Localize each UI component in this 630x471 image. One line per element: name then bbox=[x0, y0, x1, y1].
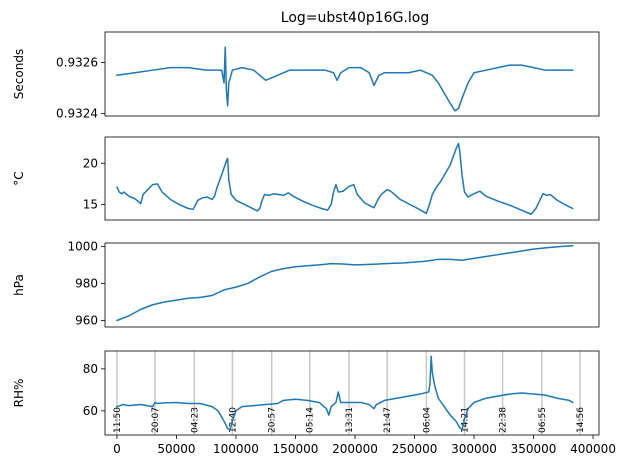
time-marker-label: 04:23 bbox=[190, 407, 200, 433]
axes-frame bbox=[104, 31, 600, 117]
x-tick-label: 200000 bbox=[332, 442, 378, 456]
y-tick-label: 15 bbox=[83, 197, 98, 211]
y-axis-label: °C bbox=[12, 171, 26, 185]
x-tick-label: 100000 bbox=[213, 442, 259, 456]
axes-frame bbox=[104, 350, 600, 436]
panel-temperature: 15 20 °C bbox=[12, 136, 600, 221]
x-tick-label: 150000 bbox=[273, 442, 319, 456]
axes-frame bbox=[104, 136, 600, 221]
x-tick-label: 250000 bbox=[392, 442, 438, 456]
time-marker-label: 14:21 bbox=[460, 407, 470, 433]
y-tick-label: 980 bbox=[75, 276, 98, 290]
panel-humidity: 11:50 20:07 04:23 12:40 20:57 05:14 13:31 21:47… bbox=[12, 350, 616, 456]
time-marker-label: 05:14 bbox=[306, 407, 316, 433]
x-tick-label: 50000 bbox=[157, 442, 195, 456]
y-axis-label: RH% bbox=[12, 379, 26, 408]
time-marker-label: 20:57 bbox=[268, 407, 278, 433]
time-marker-label: 11:50 bbox=[113, 407, 123, 433]
x-tick-label: 0 bbox=[113, 442, 121, 456]
time-marker-label: 06:55 bbox=[538, 407, 548, 433]
y-tick-label: 20 bbox=[83, 156, 98, 170]
time-marker-label: 20:07 bbox=[151, 407, 161, 433]
x-tick-label: 400000 bbox=[570, 442, 616, 456]
chart-title: Log=ubst40p16G.log bbox=[281, 10, 429, 26]
y-axis-label: Seconds bbox=[12, 49, 26, 99]
x-tick-label: 300000 bbox=[451, 442, 497, 456]
time-marker-label: 21:47 bbox=[383, 407, 393, 433]
time-marker-label: 13:31 bbox=[345, 407, 355, 433]
series-line bbox=[116, 245, 574, 322]
time-marker-label: 06:04 bbox=[422, 407, 432, 433]
y-tick-label: 60 bbox=[83, 404, 98, 418]
series-line bbox=[116, 46, 574, 112]
x-tick-label: 350000 bbox=[511, 442, 557, 456]
y-tick-label: 80 bbox=[83, 362, 98, 376]
series-line bbox=[116, 355, 574, 431]
axes-frame bbox=[104, 242, 600, 328]
y-tick-label: 0.9324 bbox=[56, 106, 98, 120]
panel-pressure: 960 980 1000 hPa bbox=[12, 239, 600, 328]
y-tick-label: 0.9326 bbox=[56, 56, 98, 70]
y-axis-label: hPa bbox=[12, 274, 26, 296]
series-line bbox=[116, 142, 574, 215]
y-tick-label: 960 bbox=[75, 314, 98, 328]
panel-seconds: 0.9324 0.9326 Seconds bbox=[12, 31, 600, 120]
y-tick-label: 1000 bbox=[67, 239, 98, 253]
time-marker-label: 22:38 bbox=[499, 407, 509, 433]
time-marker-label: 14:56 bbox=[576, 407, 586, 433]
